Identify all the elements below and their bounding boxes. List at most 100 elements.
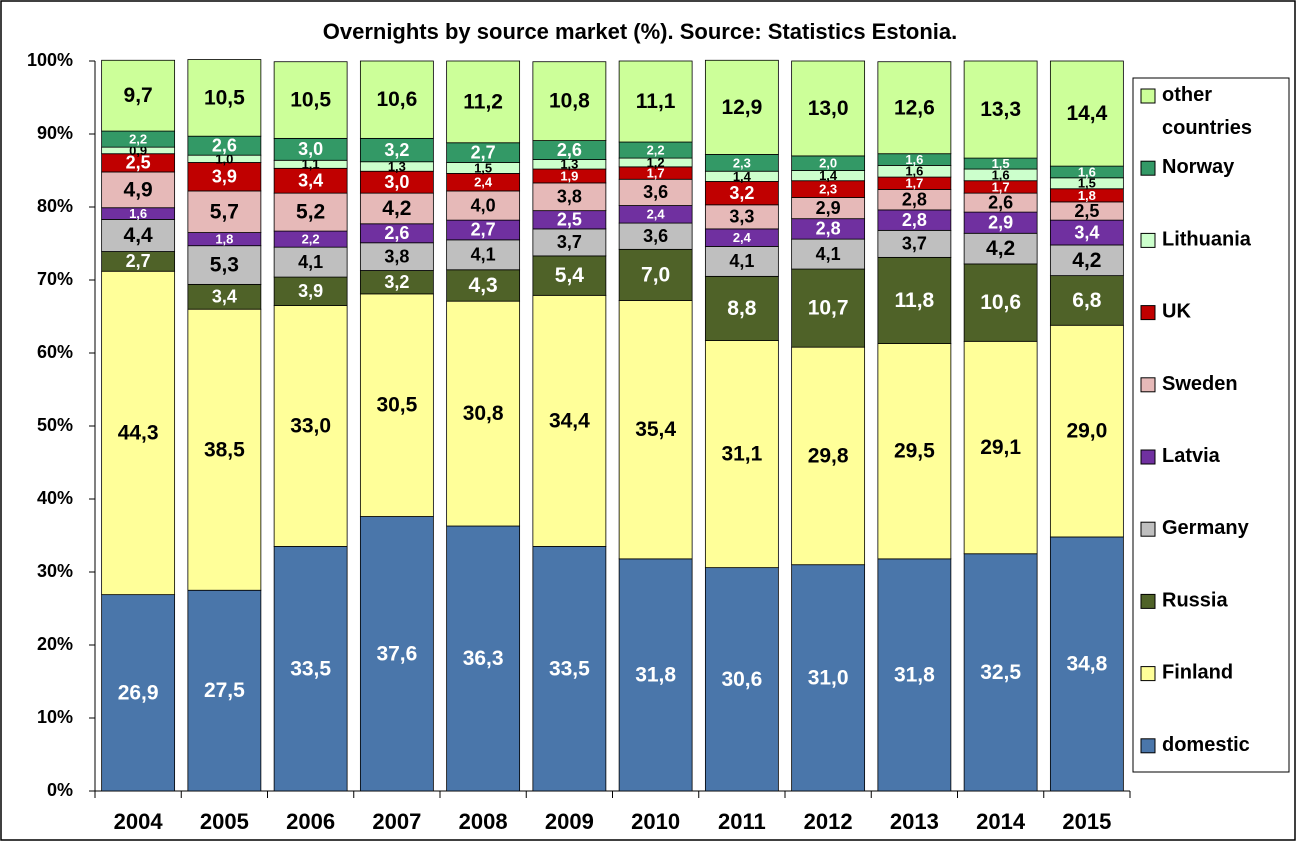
bar-segment	[1049, 244, 1124, 277]
legend-label-line: Russia	[1162, 590, 1228, 612]
value-label: 3,4	[298, 170, 323, 190]
value-label: 5,2	[296, 201, 325, 224]
value-label: 1,6	[905, 152, 923, 167]
value-label: 35,4	[635, 418, 676, 441]
value-label: 10,5	[290, 89, 331, 112]
value-label: 3,6	[643, 182, 668, 202]
bar-segment	[532, 546, 607, 792]
value-label: 3,4	[1074, 222, 1099, 242]
value-label: 2,6	[988, 192, 1013, 212]
value-label: 31,8	[635, 663, 676, 686]
value-label: 1,2	[647, 155, 665, 170]
bar-segment	[791, 60, 866, 157]
bar-segment	[704, 59, 779, 155]
value-label: 11,2	[463, 90, 503, 113]
bar-segment	[446, 60, 521, 144]
bar-segment	[532, 255, 607, 296]
bar-segment	[273, 546, 348, 792]
y-tick-label: 30%	[37, 561, 73, 581]
value-label: 3,8	[384, 246, 409, 266]
legend-swatch	[1140, 377, 1156, 393]
bar-segment	[1049, 324, 1124, 538]
bar-segment	[877, 558, 952, 792]
bar-segment	[187, 308, 262, 591]
value-label: 2,4	[733, 230, 752, 245]
legend-swatch	[1140, 521, 1156, 537]
legend-label-line: UK	[1162, 301, 1191, 323]
legend-swatch	[1140, 305, 1156, 321]
x-tick-label: 2011	[718, 809, 766, 834]
value-label: 29,1	[980, 436, 1021, 459]
value-label: 3,7	[557, 232, 582, 252]
bar-segment	[187, 589, 262, 792]
bar-segment	[273, 167, 348, 194]
bar-segment	[101, 59, 176, 132]
value-label: 11,8	[895, 289, 935, 312]
value-label: 2,9	[988, 212, 1013, 232]
value-label: 4,1	[816, 244, 841, 264]
value-label: 3,0	[298, 139, 323, 159]
value-label: 4,0	[471, 195, 496, 215]
y-tick-label: 100%	[27, 50, 73, 70]
value-label: 31,1	[721, 443, 762, 466]
value-label: 2,3	[819, 182, 837, 197]
value-label: 31,8	[894, 663, 935, 686]
bar-segment	[618, 248, 693, 301]
bar-segment	[273, 276, 348, 306]
bar-segment	[704, 204, 779, 230]
legend-label-line: Lithuania	[1162, 229, 1252, 251]
bar-segment	[446, 300, 521, 527]
value-label: 4,2	[382, 197, 411, 220]
value-label: 1,7	[905, 176, 923, 191]
bar-segment	[618, 558, 693, 792]
value-label: 9,7	[124, 84, 153, 107]
value-label: 4,9	[124, 178, 153, 201]
legend-swatch	[1140, 232, 1156, 248]
bar-segment	[791, 268, 866, 348]
value-label: 30,6	[721, 668, 762, 691]
y-tick-label: 80%	[37, 196, 73, 216]
y-tick-label: 10%	[37, 707, 73, 727]
y-tick-label: 0%	[47, 780, 73, 800]
bar-segment	[791, 238, 866, 270]
y-tick-label: 40%	[37, 488, 73, 508]
value-label: 38,5	[204, 438, 245, 461]
value-label: 10,7	[808, 297, 849, 320]
value-label: 34,8	[1066, 653, 1107, 676]
value-label: 2,7	[126, 251, 151, 271]
x-tick-label: 2004	[114, 809, 164, 834]
value-label: 2,2	[647, 142, 665, 157]
bar-segment	[532, 182, 607, 212]
legend-label-line: countries	[1162, 117, 1252, 139]
legend-label: other countries	[1162, 84, 1252, 139]
legend-frame	[1132, 77, 1290, 773]
value-label: 3,4	[212, 287, 237, 307]
bar-segment	[446, 269, 521, 302]
x-tick-label: 2009	[545, 809, 594, 834]
bar-segment	[1049, 275, 1124, 326]
x-tick-label: 2008	[459, 809, 508, 834]
bar-segment	[532, 294, 607, 547]
value-label: 2,9	[816, 198, 841, 218]
bar-segment	[446, 525, 521, 792]
value-label: 4,4	[124, 224, 154, 247]
value-label: 5,7	[210, 200, 239, 223]
value-label: 31,0	[808, 666, 849, 689]
value-label: 4,1	[298, 252, 323, 272]
bar-segment	[963, 232, 1038, 265]
legend-label-line: Norway	[1162, 156, 1235, 178]
value-label: 5,4	[555, 264, 585, 287]
x-tick-label: 2015	[1062, 809, 1111, 834]
value-label: 10,8	[549, 90, 590, 113]
value-label: 30,8	[463, 402, 504, 425]
legend-label: Norway	[1162, 156, 1235, 178]
value-label: 3,9	[298, 281, 323, 301]
bar-segment	[446, 190, 521, 221]
bar-segment	[1049, 60, 1124, 167]
bar-segment	[877, 343, 952, 560]
value-label: 10,6	[376, 88, 417, 111]
value-label: 37,6	[376, 642, 417, 665]
value-label: 2,8	[902, 210, 927, 230]
legend-label-line: other	[1162, 84, 1218, 106]
value-label: 2,5	[1074, 201, 1099, 221]
